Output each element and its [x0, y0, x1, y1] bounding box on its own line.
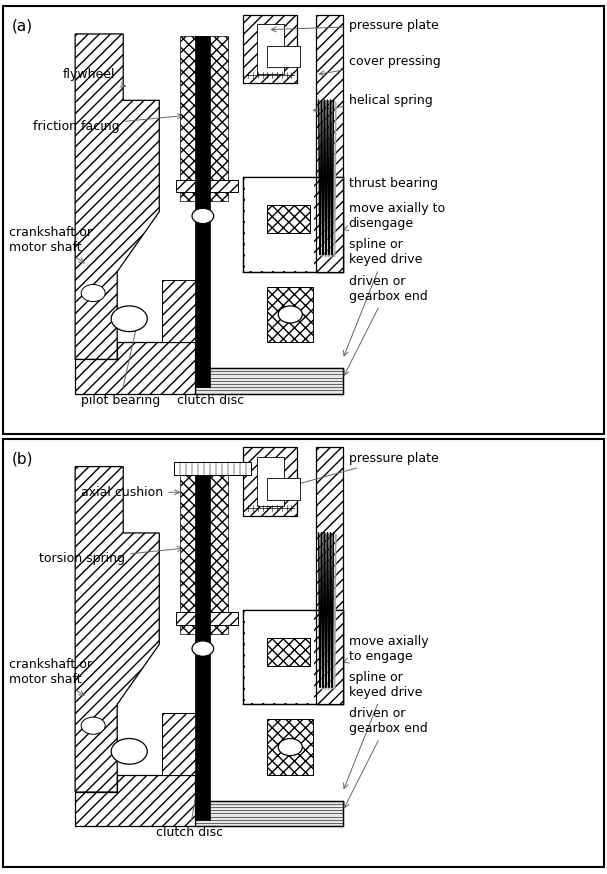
Polygon shape	[243, 177, 342, 272]
Circle shape	[81, 717, 105, 734]
Polygon shape	[316, 177, 342, 272]
Bar	[268, 287, 313, 343]
Bar	[268, 719, 313, 775]
Bar	[162, 713, 208, 775]
Polygon shape	[75, 775, 195, 826]
Bar	[245, 178, 314, 271]
Text: spline or
keyed drive: spline or keyed drive	[344, 671, 422, 788]
Circle shape	[192, 641, 214, 656]
Polygon shape	[316, 447, 342, 704]
Text: spline or
keyed drive: spline or keyed drive	[344, 239, 422, 356]
Circle shape	[278, 739, 302, 756]
Text: crankshaft or
motor shaft: crankshaft or motor shaft	[9, 225, 92, 263]
Bar	[268, 478, 300, 500]
Polygon shape	[180, 468, 228, 634]
Circle shape	[81, 285, 105, 302]
Bar	[175, 612, 238, 625]
Bar	[195, 468, 211, 820]
Bar	[174, 462, 251, 475]
Text: clutch disc: clutch disc	[156, 734, 223, 839]
Polygon shape	[75, 467, 159, 792]
Polygon shape	[316, 15, 342, 272]
Text: move axially
to engage: move axially to engage	[343, 635, 428, 663]
Text: pilot bearing: pilot bearing	[81, 323, 160, 406]
Text: move axially to
disengage: move axially to disengage	[343, 202, 445, 231]
Polygon shape	[75, 34, 159, 359]
Polygon shape	[316, 610, 342, 704]
Polygon shape	[243, 610, 342, 704]
Text: (b): (b)	[12, 452, 33, 467]
Bar	[162, 281, 208, 343]
Bar	[195, 801, 342, 826]
Polygon shape	[75, 343, 195, 393]
Text: cover pressing: cover pressing	[319, 55, 440, 76]
Text: pressure plate: pressure plate	[271, 19, 438, 31]
Text: flywheel: flywheel	[63, 68, 126, 87]
Circle shape	[111, 306, 148, 331]
Text: axial cushion: axial cushion	[81, 486, 180, 499]
Text: pressure plate: pressure plate	[271, 452, 438, 492]
Bar	[195, 36, 211, 387]
Polygon shape	[243, 447, 297, 516]
Text: clutch disc: clutch disc	[177, 302, 244, 406]
Text: torsion spring: torsion spring	[39, 546, 183, 565]
Polygon shape	[243, 15, 297, 83]
Bar	[268, 205, 310, 233]
Text: friction facing: friction facing	[33, 114, 183, 133]
Circle shape	[111, 739, 148, 764]
Circle shape	[192, 208, 214, 224]
Text: (a): (a)	[12, 19, 33, 34]
Text: crankshaft or
motor shaft: crankshaft or motor shaft	[9, 658, 92, 696]
Text: driven or
gearbox end: driven or gearbox end	[344, 707, 427, 808]
Bar	[268, 638, 310, 666]
Bar	[257, 457, 284, 506]
Bar	[257, 24, 284, 73]
Text: driven or
gearbox end: driven or gearbox end	[344, 274, 427, 375]
Polygon shape	[180, 36, 228, 201]
Bar	[268, 45, 300, 67]
Bar	[245, 611, 314, 704]
Circle shape	[278, 306, 302, 323]
Bar	[195, 368, 342, 393]
Text: thrust bearing: thrust bearing	[325, 177, 438, 194]
Text: helical spring: helical spring	[313, 94, 432, 113]
Bar	[175, 179, 238, 192]
